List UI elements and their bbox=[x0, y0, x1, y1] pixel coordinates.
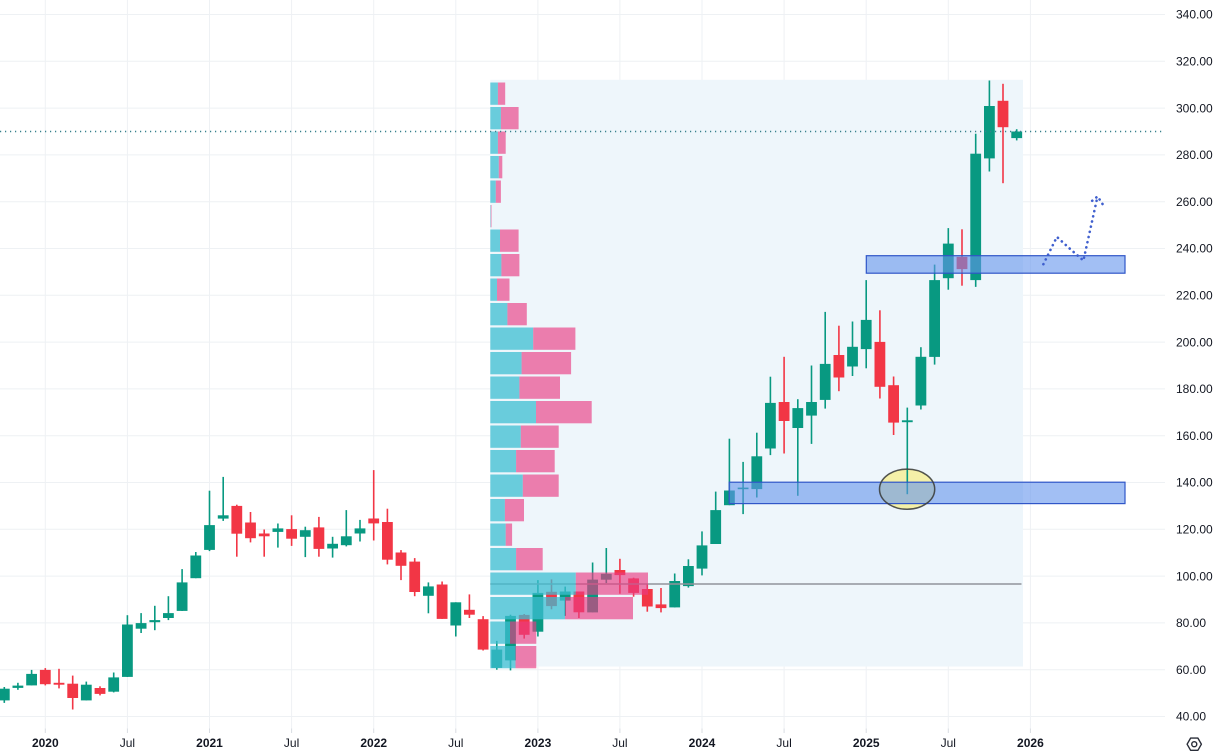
svg-text:2026: 2026 bbox=[1017, 736, 1044, 750]
svg-text:2025: 2025 bbox=[853, 736, 880, 750]
svg-text:80.00: 80.00 bbox=[1176, 616, 1206, 630]
svg-text:60.00: 60.00 bbox=[1176, 663, 1206, 677]
svg-text:Jul: Jul bbox=[776, 736, 791, 750]
svg-text:180.00: 180.00 bbox=[1176, 382, 1213, 396]
svg-text:100.00: 100.00 bbox=[1176, 569, 1213, 583]
svg-text:280.00: 280.00 bbox=[1176, 148, 1213, 162]
svg-text:240.00: 240.00 bbox=[1176, 242, 1213, 256]
svg-text:40.00: 40.00 bbox=[1176, 710, 1206, 724]
svg-text:2024: 2024 bbox=[689, 736, 716, 750]
svg-text:340.00: 340.00 bbox=[1176, 8, 1213, 22]
svg-text:320.00: 320.00 bbox=[1176, 55, 1213, 69]
svg-text:140.00: 140.00 bbox=[1176, 476, 1213, 490]
svg-text:2022: 2022 bbox=[360, 736, 387, 750]
svg-text:Jul: Jul bbox=[448, 736, 463, 750]
svg-text:160.00: 160.00 bbox=[1176, 429, 1213, 443]
svg-text:2021: 2021 bbox=[196, 736, 223, 750]
svg-text:Jul: Jul bbox=[120, 736, 135, 750]
svg-text:2020: 2020 bbox=[32, 736, 59, 750]
svg-text:300.00: 300.00 bbox=[1176, 101, 1213, 115]
svg-text:220.00: 220.00 bbox=[1176, 289, 1213, 303]
svg-text:Jul: Jul bbox=[284, 736, 299, 750]
svg-text:120.00: 120.00 bbox=[1176, 523, 1213, 537]
svg-text:200.00: 200.00 bbox=[1176, 335, 1213, 349]
svg-text:Jul: Jul bbox=[941, 736, 956, 750]
svg-text:Jul: Jul bbox=[612, 736, 627, 750]
svg-text:260.00: 260.00 bbox=[1176, 195, 1213, 209]
svg-text:2023: 2023 bbox=[525, 736, 552, 750]
